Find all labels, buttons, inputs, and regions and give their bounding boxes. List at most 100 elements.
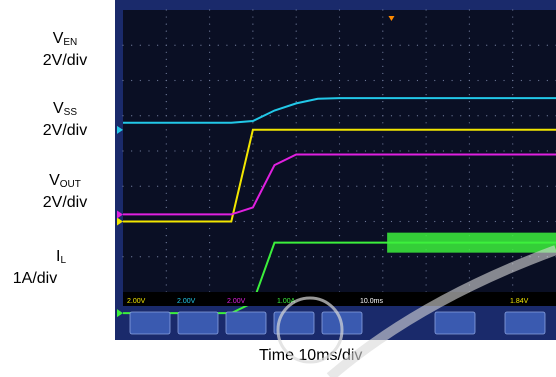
grid-dot — [425, 284, 427, 286]
grid-dot — [382, 136, 384, 138]
grid-dot — [157, 256, 159, 258]
grid-dot — [382, 115, 384, 117]
grid-dot — [217, 185, 219, 187]
grid-dot — [295, 65, 297, 67]
grid-dot — [468, 263, 470, 265]
grid-dot — [209, 249, 211, 251]
grid-dot — [252, 51, 254, 53]
grid-dot — [356, 115, 358, 117]
grid-dot — [382, 86, 384, 89]
grid-dot — [512, 65, 514, 67]
grid-dot — [538, 150, 540, 152]
grid-dot — [529, 115, 531, 117]
grid-dot — [209, 58, 211, 60]
grid-dot — [226, 115, 228, 117]
grid-dot — [234, 220, 237, 223]
grid-dot — [503, 220, 505, 223]
grid-dot — [165, 157, 167, 159]
grid-dot — [382, 227, 384, 230]
grid-dot — [356, 44, 358, 46]
grid-dot — [434, 185, 436, 187]
grid-dot — [494, 44, 496, 46]
vout-label: VOUT 2V/div — [30, 172, 100, 212]
grid-dot — [460, 185, 462, 187]
grid-dot — [209, 65, 211, 67]
grid-dot — [546, 115, 548, 117]
channel-marker-3 — [117, 210, 123, 219]
grid-dot — [217, 44, 219, 46]
grid-dot — [468, 270, 470, 272]
grid-dot — [460, 44, 462, 46]
grid-dot — [312, 44, 315, 46]
grid-dot — [209, 23, 211, 25]
grid-dot — [425, 143, 427, 145]
grid-dot — [252, 249, 254, 251]
grid-dot — [338, 277, 341, 279]
grid-dot — [390, 44, 393, 46]
grid-dot — [425, 37, 427, 39]
grid-dot — [494, 256, 496, 258]
grid-dot — [295, 51, 297, 53]
grid-dot — [278, 256, 280, 258]
grid-dot — [503, 44, 505, 46]
grid-dot — [304, 150, 306, 152]
grid-dot — [382, 101, 384, 103]
grid-dot — [399, 150, 401, 152]
il-ripple-band — [387, 232, 556, 253]
grid-dot — [157, 150, 159, 152]
grid-dot — [442, 115, 445, 117]
grid-dot — [390, 220, 393, 223]
grid-dot — [278, 115, 280, 117]
grid-dot — [364, 150, 367, 152]
grid-dot — [226, 185, 228, 187]
softkey-6 — [434, 311, 476, 335]
grid-dot — [295, 249, 297, 251]
grid-dot — [468, 122, 470, 124]
grid-dot — [494, 185, 496, 187]
grid-dot — [252, 115, 254, 117]
grid-dot — [486, 220, 488, 223]
grid-dot — [260, 185, 263, 187]
grid-dot — [347, 44, 349, 46]
grid-dot — [295, 143, 297, 145]
grid-dot — [338, 30, 341, 32]
grid-dot — [278, 150, 280, 152]
grid-dot — [295, 178, 297, 180]
grid-dot — [520, 256, 522, 258]
grid-dot — [191, 150, 193, 152]
grid-dot — [390, 150, 393, 152]
grid-dot — [425, 277, 427, 279]
grid-dot — [165, 270, 167, 272]
grid-dot — [330, 150, 332, 152]
grid-dot — [364, 115, 367, 117]
grid-dot — [295, 37, 297, 39]
channel-marker-4 — [117, 309, 123, 318]
grid-dot — [477, 256, 479, 258]
grid-dot — [468, 185, 470, 187]
grid-dot — [321, 256, 323, 258]
grid-dot — [520, 185, 522, 187]
grid-dot — [200, 185, 202, 187]
grid-dot — [338, 171, 341, 173]
grid-dot — [451, 44, 453, 46]
grid-dot — [148, 185, 150, 187]
grid-dot — [503, 185, 505, 187]
grid-dot — [356, 79, 358, 82]
grid-dot — [468, 192, 470, 194]
grid-dot — [338, 213, 341, 216]
grid-dot — [252, 220, 254, 223]
grid-dot — [295, 220, 297, 223]
grid-dot — [338, 65, 341, 67]
grid-dot — [468, 178, 470, 180]
grid-dot — [512, 72, 514, 75]
grid-dot — [278, 44, 280, 46]
grid-dot — [434, 44, 436, 46]
grid-dot — [217, 256, 219, 258]
grid-dot — [295, 136, 297, 138]
grid-dot — [382, 192, 384, 194]
grid-dot — [209, 235, 211, 237]
grid-dot — [486, 79, 488, 82]
grid-dot — [477, 44, 479, 46]
grid-dot — [209, 164, 211, 166]
grid-dot — [382, 263, 384, 265]
